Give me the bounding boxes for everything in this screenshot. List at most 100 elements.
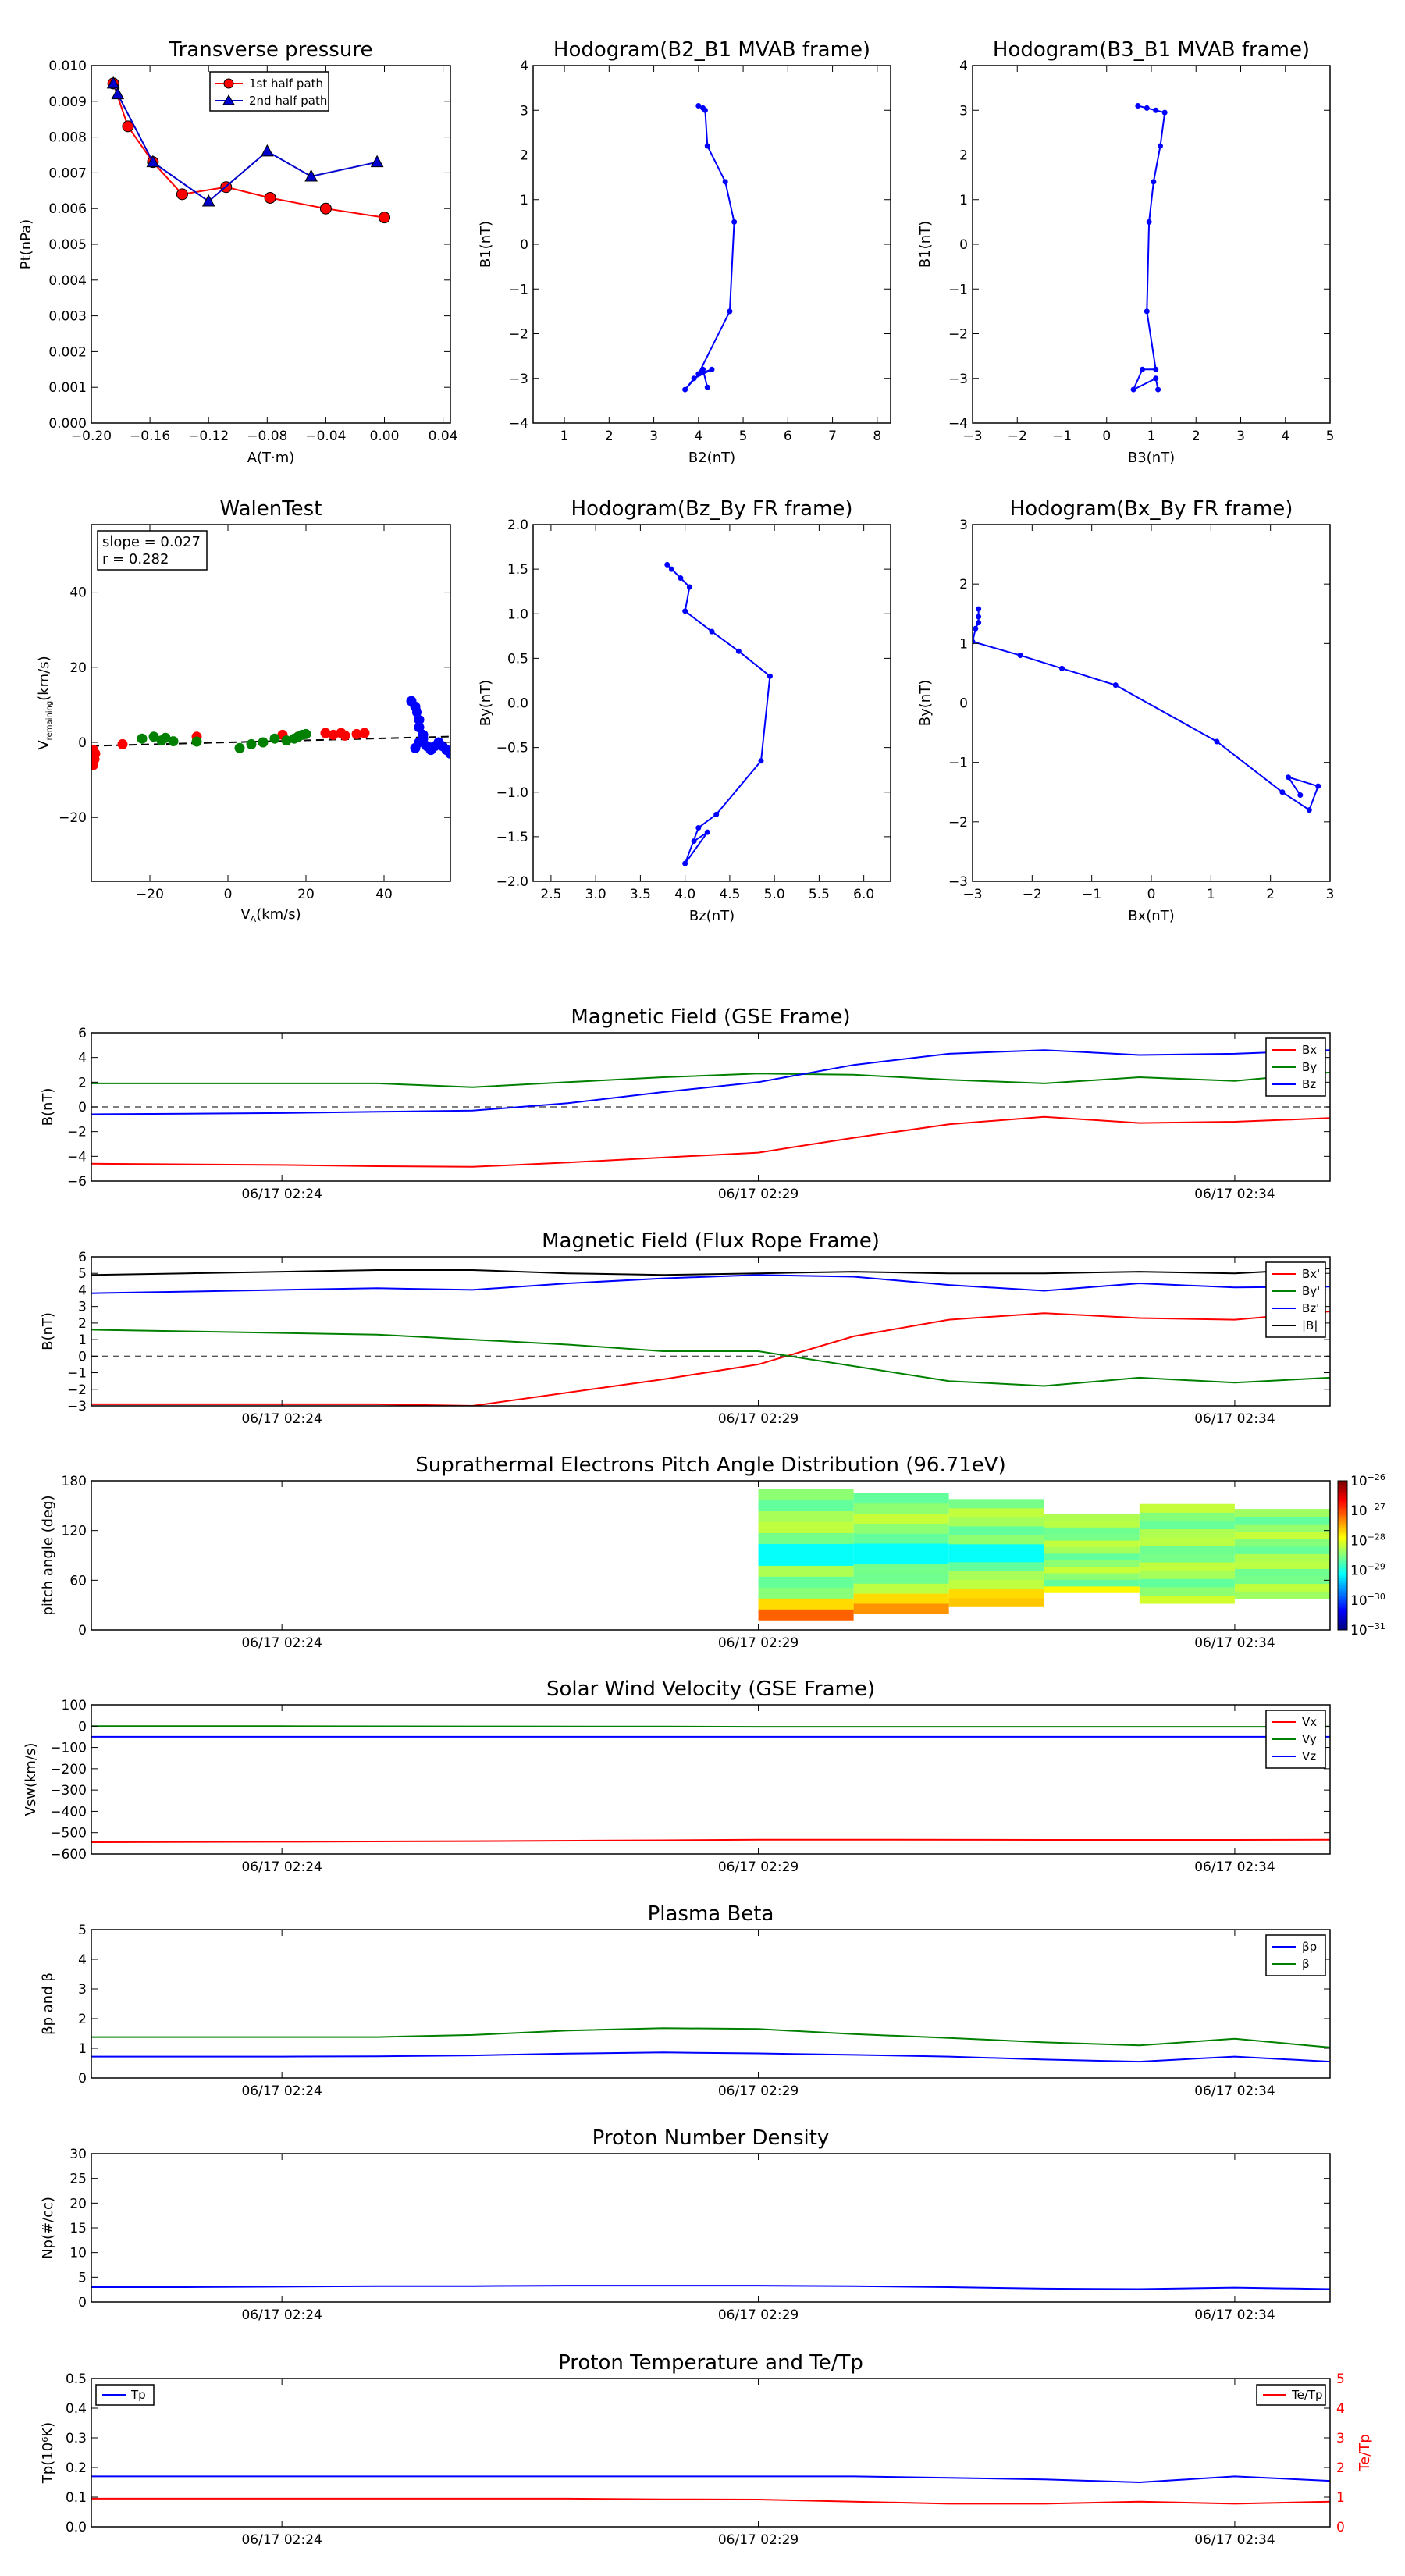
- y-tick-label: 1.5: [507, 562, 528, 578]
- colorbar-cell: [1338, 1542, 1347, 1546]
- y2-axis-label: Te/Tp: [1357, 2434, 1373, 2472]
- x-tick-label: −1: [1082, 887, 1101, 902]
- data-point: [1151, 179, 1157, 185]
- data-point: [176, 188, 188, 201]
- heatmap-cell: [1234, 1546, 1330, 1554]
- y-tick-label: 0.003: [48, 309, 87, 325]
- panel-hzy: Hodogram(Bz_By FR frame) 2.5 3.0 3.5 4.0 4.5 5…: [478, 497, 891, 924]
- y-tick-label: 120: [62, 1524, 87, 1539]
- colorbar-label: 10−28: [1350, 1532, 1385, 1549]
- heatmap-cell: [948, 1507, 1044, 1517]
- plot-frame: [91, 1256, 1331, 1407]
- plot-area: [973, 606, 1321, 813]
- colorbar-cell: [1338, 1570, 1347, 1574]
- data-point: [976, 614, 982, 620]
- colorbar-cell: [1338, 1532, 1347, 1536]
- y-tick-label: −1.0: [496, 785, 528, 801]
- data-point: [1315, 783, 1321, 789]
- legend-label: Bz': [1302, 1301, 1319, 1315]
- y-tick-label: 6: [78, 1250, 87, 1265]
- heatmap-cell: [1044, 1560, 1140, 1567]
- y-tick-label: −500: [50, 1826, 87, 1841]
- series-line-series-0: [973, 609, 1320, 812]
- x-tick-label: 4: [694, 429, 702, 444]
- legend-label: β: [1302, 1957, 1310, 1971]
- data-point: [359, 728, 370, 738]
- y-tick-label: −2: [509, 327, 528, 343]
- chart-title: WalenTest: [220, 497, 322, 521]
- heatmap-cell: [1234, 1576, 1330, 1585]
- panel-hxy: Hodogram(Bx_By FR frame) −3 −2 −1 0 1 2 3 −3 −2 −1…: [917, 497, 1334, 924]
- x-tick-label: 06/17 02:34: [1194, 1411, 1275, 1427]
- y-tick-label: 0: [78, 2071, 87, 2087]
- data-point: [1059, 665, 1065, 671]
- colorbar-cell: [1338, 1560, 1347, 1564]
- colorbar-cell: [1338, 1528, 1347, 1532]
- legend-box: [1265, 1934, 1326, 1976]
- heatmap-cell: [1139, 1545, 1235, 1554]
- colorbar-cell: [1338, 1510, 1347, 1514]
- data-point: [973, 625, 979, 632]
- data-point: [418, 733, 429, 744]
- heatmap-cell: [853, 1583, 949, 1594]
- y-tick-label: 100: [62, 1698, 87, 1713]
- x-tick-label: −0.08: [247, 429, 287, 444]
- data-point: [682, 608, 688, 614]
- data-point: [1157, 143, 1163, 149]
- heatmap-cell: [758, 1565, 854, 1577]
- x-tick-label: 06/17 02:34: [1194, 2307, 1275, 2323]
- y-tick-label: 30: [69, 2147, 87, 2162]
- x-tick-label: 06/17 02:24: [241, 1859, 322, 1875]
- x-tick-label: 2: [1266, 887, 1275, 902]
- x-tick-label: −0.12: [188, 429, 229, 444]
- y-tick-label: −400: [50, 1804, 87, 1820]
- data-point: [106, 76, 120, 89]
- heatmap-cell: [1139, 1512, 1235, 1521]
- panel-bgse: Magnetic Field (GSE Frame) 06/17 02:24 06/…: [40, 1005, 1331, 1202]
- colorbar-cell: [1338, 1538, 1347, 1541]
- chart-title: Magnetic Field (Flux Rope Frame): [542, 1229, 880, 1253]
- y-tick-label: 2: [78, 1316, 87, 1332]
- y-axis-label: B(nT): [40, 1088, 56, 1126]
- chart-title: Solar Wind Velocity (GSE Frame): [546, 1678, 875, 1701]
- colorbar-cell: [1338, 1553, 1347, 1556]
- series-line-by: [91, 1071, 1330, 1088]
- y-axis-label: pitch angle (deg): [40, 1495, 56, 1615]
- colorbar-cell: [1338, 1567, 1347, 1571]
- y-tick-label: −1: [67, 1366, 87, 1382]
- plot-area: [682, 103, 738, 393]
- x-tick-label: 6.0: [853, 887, 874, 902]
- data-point: [445, 748, 450, 759]
- plot-area: [91, 2027, 1330, 2063]
- heatmap-cell: [1139, 1528, 1235, 1538]
- colorbar-cell: [1338, 1590, 1347, 1593]
- data-point: [695, 371, 702, 377]
- data-point: [1306, 807, 1312, 813]
- y-axis-label: B(nT): [40, 1312, 56, 1350]
- y-axis-label: Np(#/cc): [40, 2197, 56, 2259]
- plot-area: [91, 2285, 1330, 2290]
- x-tick-label: 6: [784, 429, 792, 444]
- data-point: [709, 366, 715, 372]
- heatmap-cell: [1139, 1586, 1235, 1596]
- chart-title: Hodogram(B2_B1 MVAB frame): [553, 38, 870, 62]
- heatmap-cell: [853, 1553, 949, 1564]
- x-tick-label: −0.20: [71, 429, 112, 444]
- x-tick-label: 06/17 02:34: [1194, 1187, 1275, 1202]
- x-tick-label: 5: [1326, 429, 1335, 444]
- y-tick-label: −4: [509, 416, 528, 432]
- data-point: [91, 748, 101, 759]
- x-tick-label: 06/17 02:24: [241, 2083, 322, 2099]
- x-tick-label: 5.0: [764, 887, 785, 902]
- data-point: [379, 212, 391, 224]
- y-tick-label: 0.010: [48, 59, 87, 74]
- x-tick-label: 06/17 02:34: [1194, 1859, 1275, 1875]
- x-tick-label: −0.16: [130, 429, 170, 444]
- x-tick-label: 1: [560, 429, 569, 444]
- x-tick-label: 2: [1192, 429, 1200, 444]
- data-point: [234, 742, 245, 753]
- x-tick-label: 06/17 02:29: [718, 2307, 799, 2323]
- x-tick-label: 5: [739, 429, 748, 444]
- series-line-te-tp: [91, 2497, 1330, 2505]
- y-tick-label: 0: [78, 1623, 87, 1638]
